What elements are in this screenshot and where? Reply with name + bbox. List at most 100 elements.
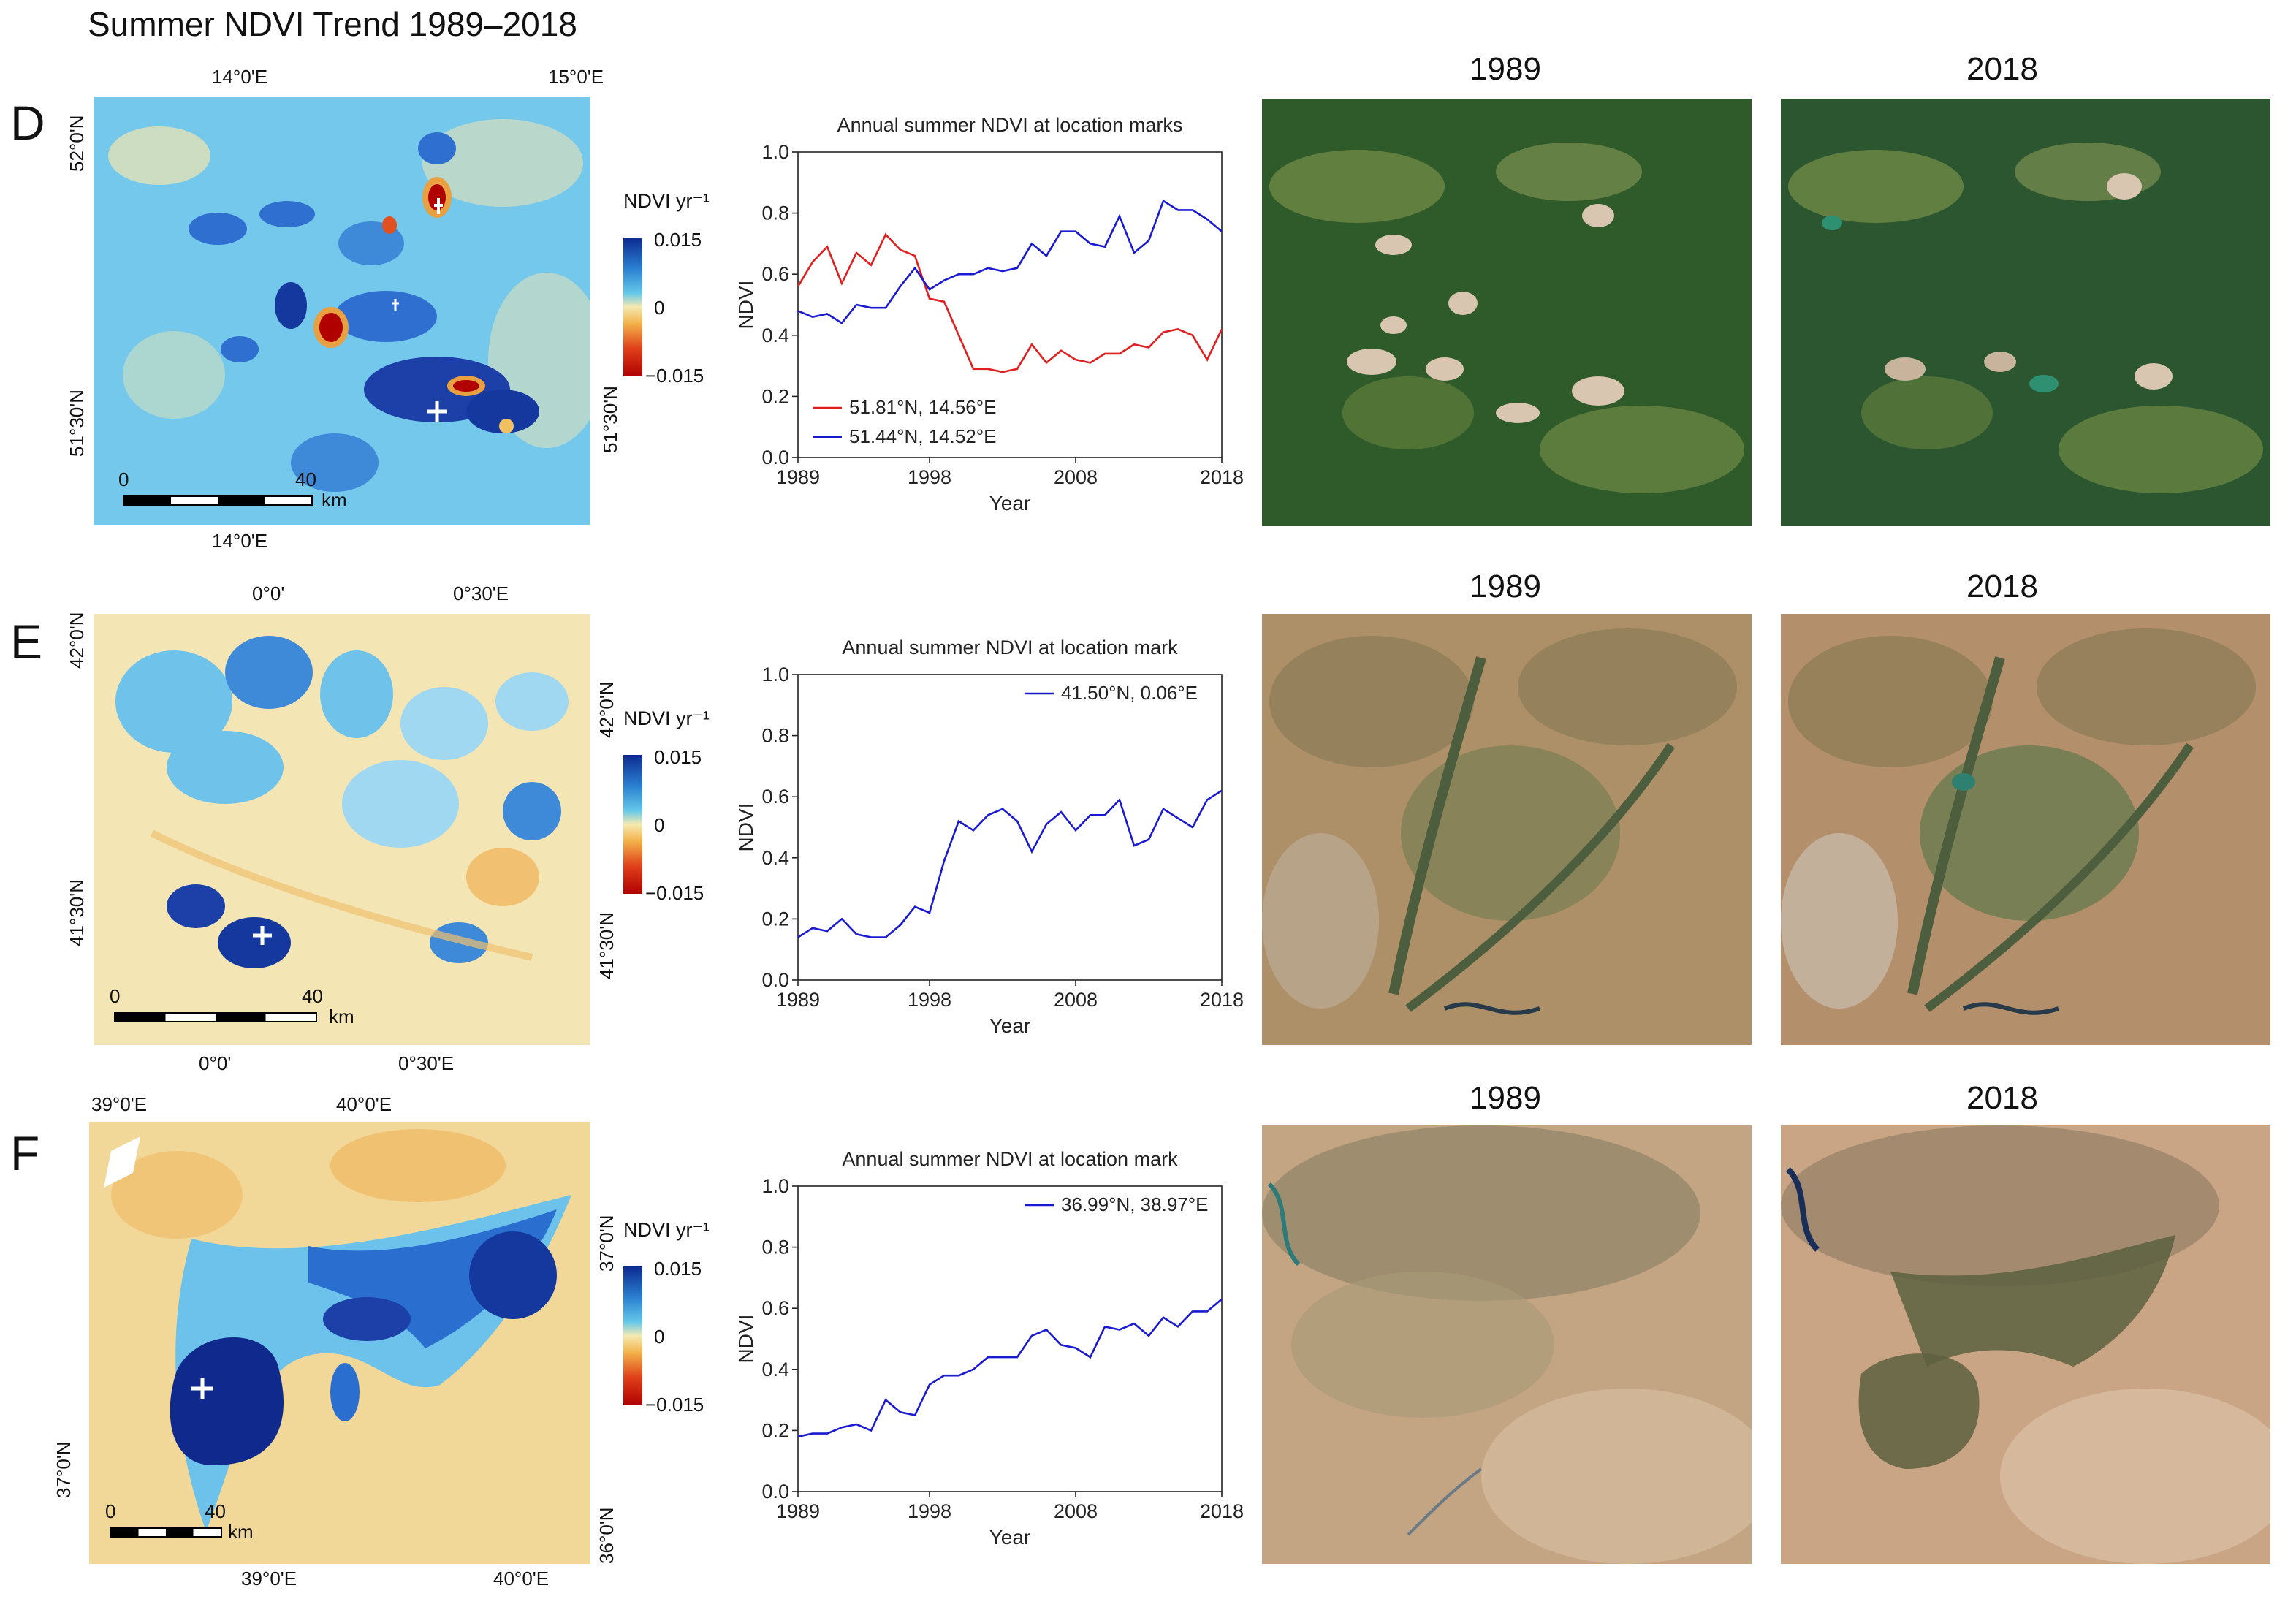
map-e-bottom-tick-1: 0°0' xyxy=(199,1052,232,1074)
map-d-right-tick-1: 51°30'N xyxy=(599,386,621,453)
map-f-right-tick-1: 37°0'N xyxy=(596,1215,617,1272)
y-tick-label: 0.8 xyxy=(761,202,789,224)
plot-frame xyxy=(797,1185,1223,1492)
y-tick-label: 1.0 xyxy=(761,1175,789,1197)
map-e-left-tick-2: 41°30'N xyxy=(66,879,88,946)
y-tick-label: 0.4 xyxy=(761,1359,789,1380)
map-d-left-tick-1: 52°0'N xyxy=(66,115,88,172)
x-axis-label: Year xyxy=(989,1014,1031,1037)
y-axis-label: NDVI xyxy=(734,281,757,330)
map-f-bottom-tick-2: 40°0'E xyxy=(493,1568,550,1589)
map-d-left-tick-2: 51°30'N xyxy=(66,390,88,457)
panel-label-e: E xyxy=(10,615,43,669)
y-tick-label: 0.4 xyxy=(761,847,789,869)
x-tick-label: 1989 xyxy=(776,989,820,1011)
y-tick-label: 0.0 xyxy=(761,447,789,468)
scale-bar-f-unit: km xyxy=(228,1521,254,1543)
chart-title: Annual summer NDVI at location mark xyxy=(842,1148,1178,1170)
map-e-top-tick-2: 0°30'E xyxy=(453,582,509,604)
map-d-top-tick-2: 15°0'E xyxy=(548,66,604,88)
y-tick-label: 1.0 xyxy=(761,141,789,163)
map-e-left-tick-1: 42°0'N xyxy=(66,612,88,669)
y-tick-label: 0.2 xyxy=(761,1419,789,1441)
figure-title: Summer NDVI Trend 1989–2018 xyxy=(88,5,577,43)
y-tick-label: 0.6 xyxy=(761,1297,789,1319)
location-mark-cross xyxy=(427,401,447,422)
ndvi-line-chart-d: Annual summer NDVI at location marks 0.0 0… xyxy=(734,114,1244,514)
satellite-image-e-1989-graphic xyxy=(1262,614,1752,1045)
y-axis-label: NDVI xyxy=(734,1315,757,1364)
ndvi-map-f-graphic xyxy=(89,1122,590,1564)
map-d-bottom-tick-1: 14°0'E xyxy=(212,530,268,552)
scale-bar-d-unit: km xyxy=(322,489,347,511)
colorbar-d-max: 0.015 xyxy=(654,229,702,251)
ndvi-map-d-graphic xyxy=(94,97,590,525)
colorbar-d xyxy=(623,238,642,376)
colorbar-f-title: NDVI yr⁻¹ xyxy=(623,1219,710,1241)
x-tick-label: 1998 xyxy=(908,1500,951,1522)
ndvi-trend-map-f: 0 40 km xyxy=(89,1122,590,1564)
satellite-image-e-2018 xyxy=(1781,614,2270,1045)
plot-frame xyxy=(797,151,1223,458)
y-tick-label: 0.6 xyxy=(761,786,789,808)
y-tick-label: 0.8 xyxy=(761,725,789,747)
legend-label: 41.50°N, 0.06°E xyxy=(1061,682,1198,704)
colorbar-e-title: NDVI yr⁻¹ xyxy=(623,707,710,729)
photo-f-1989-title: 1989 xyxy=(1470,1080,1541,1116)
photo-f-2018-title: 2018 xyxy=(1966,1080,2038,1116)
scale-bar-e-start: 0 xyxy=(110,985,121,1007)
colorbar-e-max: 0.015 xyxy=(654,746,702,768)
x-tick-label: 1989 xyxy=(776,466,820,488)
colorbar-e xyxy=(623,755,642,894)
satellite-image-d-1989-graphic xyxy=(1262,99,1752,526)
x-tick-label: 2008 xyxy=(1054,1500,1098,1522)
satellite-image-e-1989 xyxy=(1262,614,1752,1045)
scale-bar-e-end: 40 xyxy=(302,985,323,1007)
chart-title: Annual summer NDVI at location marks xyxy=(837,114,1183,136)
legend-label: 36.99°N, 38.97°E xyxy=(1061,1193,1209,1215)
y-tick-label: 1.0 xyxy=(761,664,789,685)
scale-bar-f-end: 40 xyxy=(205,1500,226,1522)
colorbar-e-mid: 0 xyxy=(654,814,665,836)
y-tick-label: 0.4 xyxy=(761,324,789,346)
panel-label-f: F xyxy=(10,1126,40,1180)
y-tick-label: 0.0 xyxy=(761,1481,789,1503)
x-tick-label: 2008 xyxy=(1054,466,1098,488)
photo-d-2018-title: 2018 xyxy=(1966,51,2038,87)
map-e-top-tick-1: 0°0' xyxy=(252,582,285,604)
series-line-1 xyxy=(797,1298,1223,1438)
scale-bar-f-start: 0 xyxy=(105,1500,116,1522)
chart-title: Annual summer NDVI at location mark xyxy=(842,637,1178,658)
y-tick-label: 0.2 xyxy=(761,908,789,930)
y-axis-label: NDVI xyxy=(734,803,757,852)
satellite-image-f-2018 xyxy=(1781,1125,2270,1564)
satellite-image-d-2018-graphic xyxy=(1781,99,2270,526)
ndvi-map-e-graphic xyxy=(94,614,590,1045)
scale-bar-e xyxy=(114,1012,317,1022)
scale-bar-d-start: 0 xyxy=(118,468,129,490)
ndvi-line-chart-e: Annual summer NDVI at location mark 0.0 0.… xyxy=(734,637,1244,1037)
y-tick-label: 0.6 xyxy=(761,263,789,285)
colorbar-d-min: −0.015 xyxy=(645,365,704,387)
x-axis-label: Year xyxy=(989,1526,1031,1549)
colorbar-d-mid: 0 xyxy=(654,297,665,319)
ndvi-line-chart-f: Annual summer NDVI at location mark 0.0 0.… xyxy=(734,1148,1244,1549)
series-line-2 xyxy=(797,199,1223,324)
photo-d-1989-title: 1989 xyxy=(1470,51,1541,87)
satellite-image-d-1989 xyxy=(1262,99,1752,526)
photo-e-2018-title: 2018 xyxy=(1966,569,2038,604)
x-tick-label: 2008 xyxy=(1054,989,1098,1011)
satellite-image-f-1989-graphic xyxy=(1262,1125,1752,1564)
x-tick-label: 1989 xyxy=(776,1500,820,1522)
colorbar-f-max: 0.015 xyxy=(654,1258,702,1280)
y-tick-label: 0.0 xyxy=(761,969,789,991)
satellite-image-d-2018 xyxy=(1781,99,2270,526)
x-tick-label: 2018 xyxy=(1200,989,1244,1011)
scale-bar-e-unit: km xyxy=(329,1006,354,1028)
scale-bar-f xyxy=(110,1527,222,1538)
x-tick-label: 2018 xyxy=(1200,1500,1244,1522)
location-mark-cross xyxy=(253,926,272,945)
scale-bar-d xyxy=(123,495,313,506)
ndvi-trend-map-e: 0 40 km xyxy=(94,614,590,1045)
series-line-1 xyxy=(797,789,1223,938)
